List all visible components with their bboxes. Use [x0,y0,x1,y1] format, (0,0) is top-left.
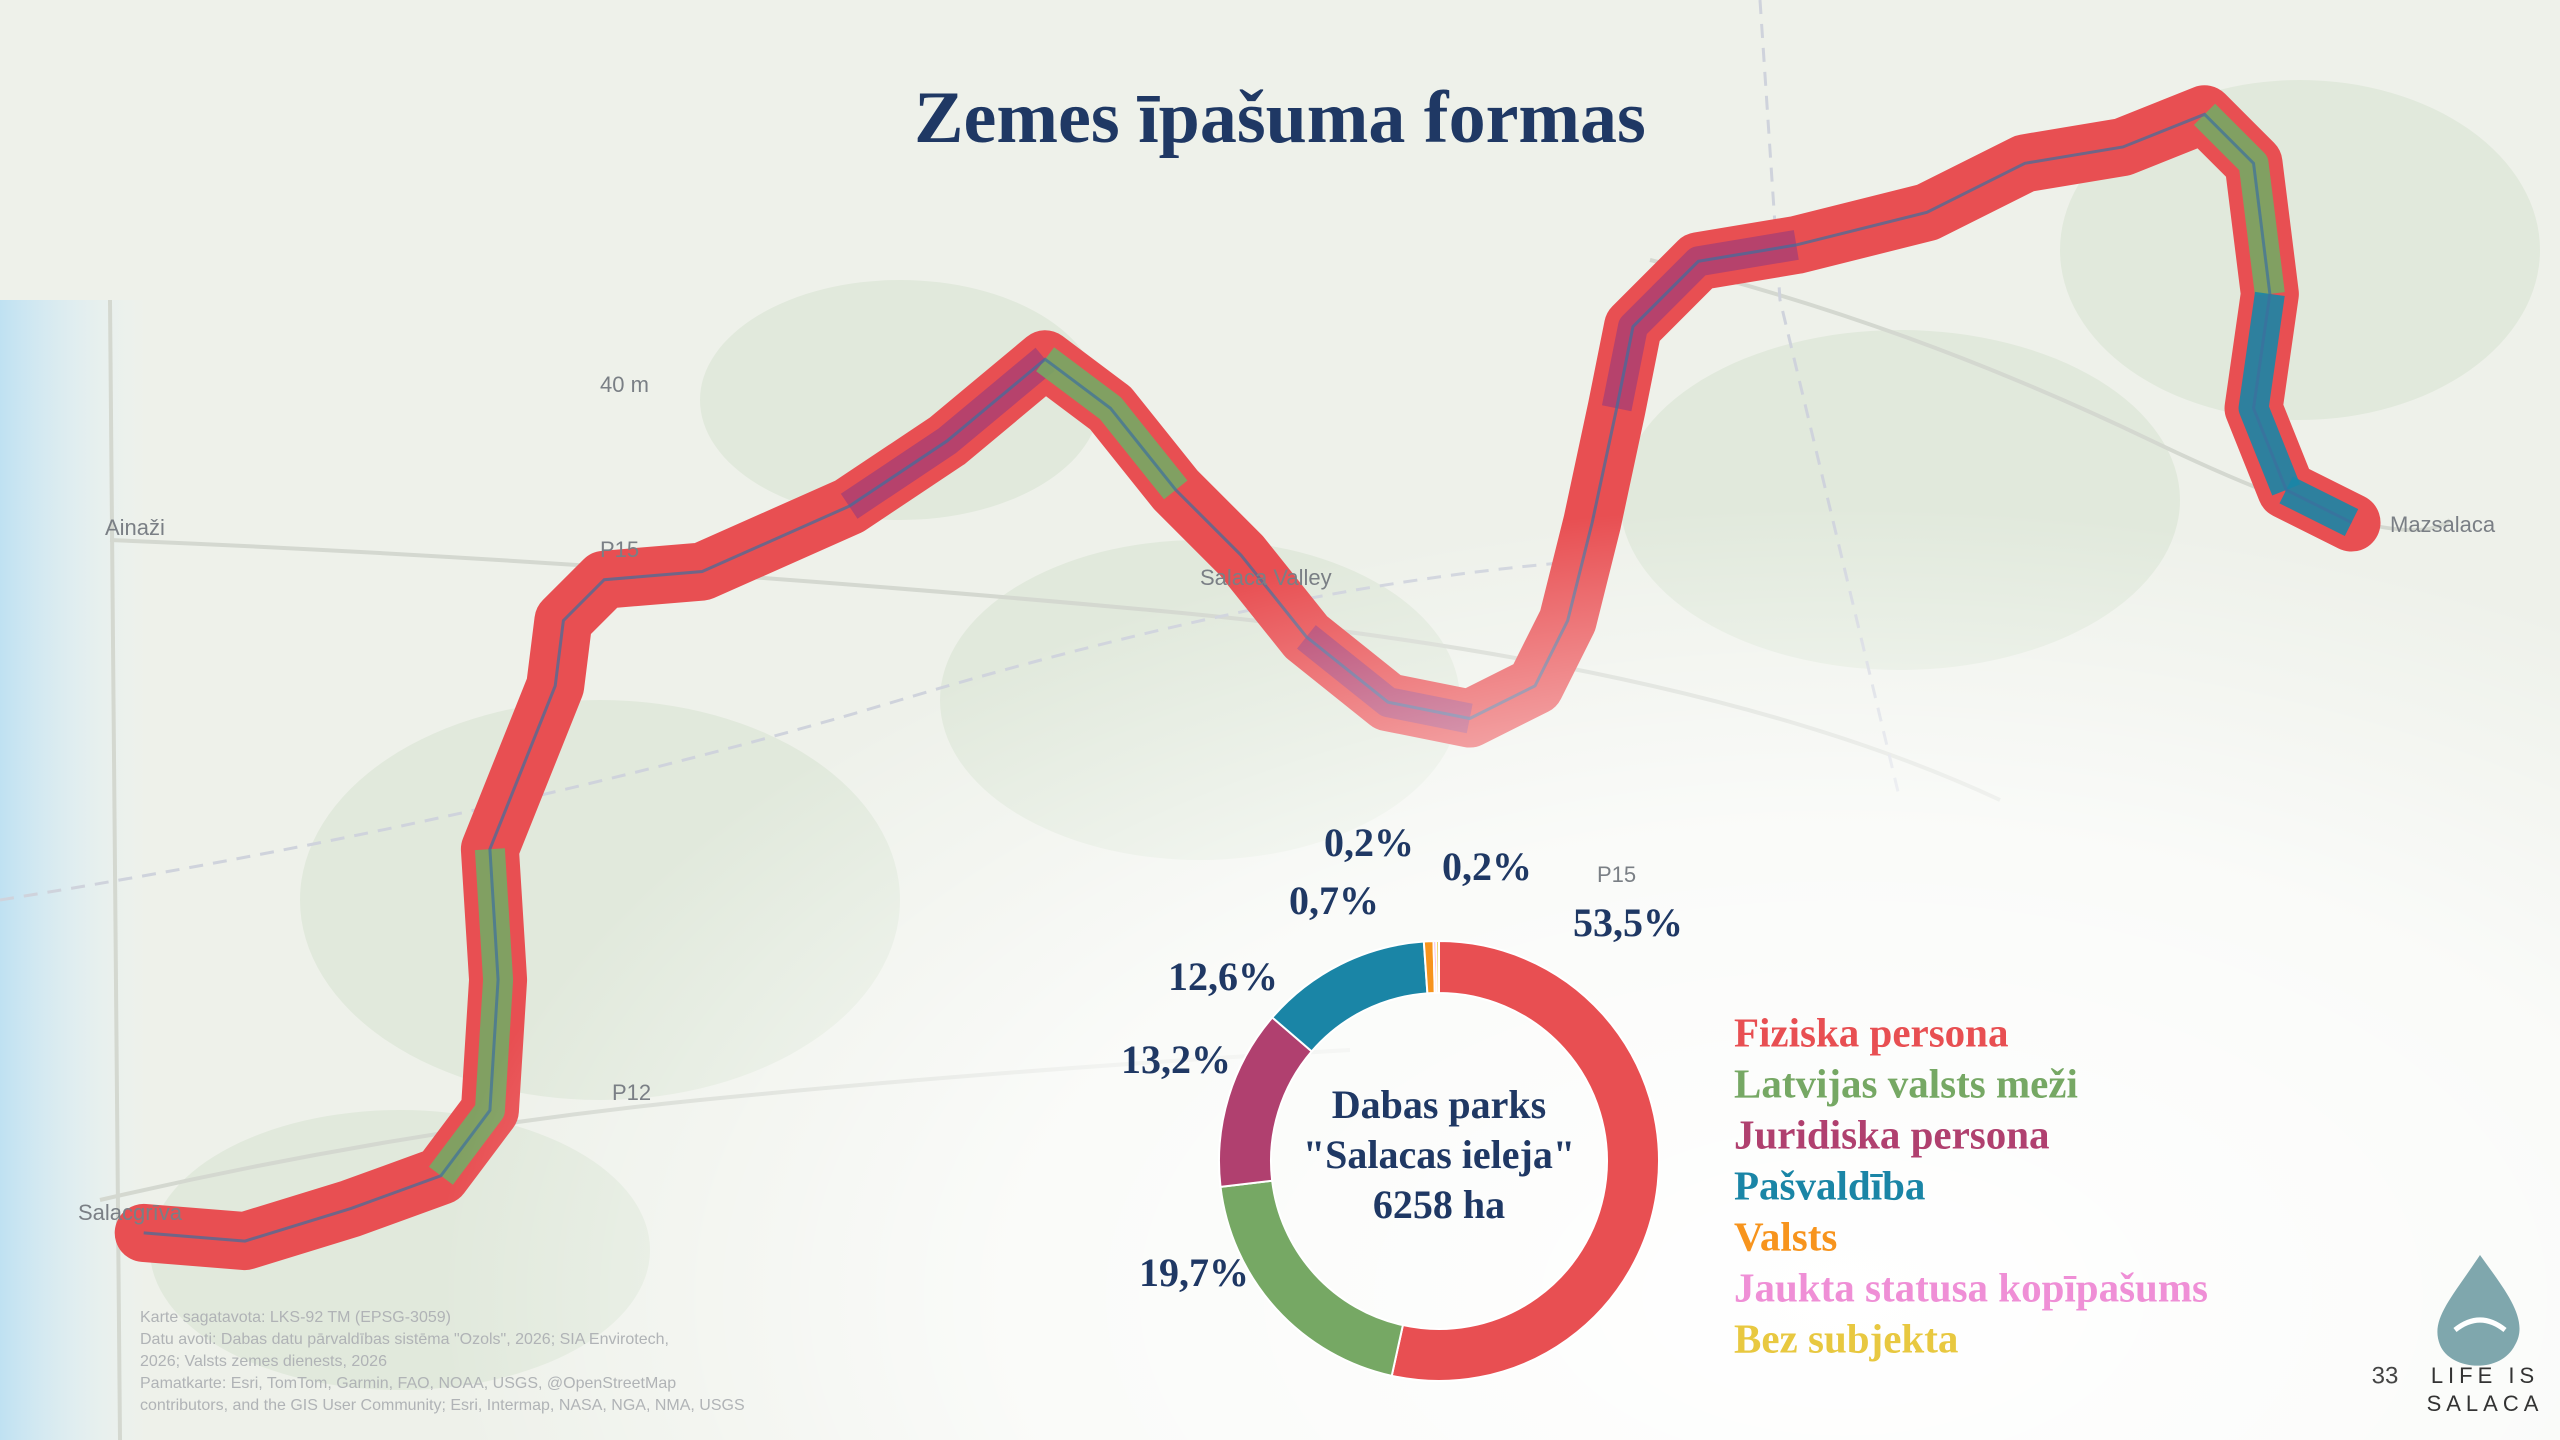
value-label: 0,2% [1324,820,1414,865]
value-label: 0,2% [1442,844,1532,889]
legend-entry: Latvijas valsts meži [1734,1060,2078,1106]
map-label: P15 [1597,862,1636,887]
value-label: 19,7% [1139,1250,1249,1295]
map-label: 40 m [600,372,649,397]
map-label: Mazsalaca [2390,512,2496,537]
value-label: 53,5% [1573,900,1683,945]
legend-entry: Juridiska persona [1734,1111,2050,1157]
legend-entry: Fiziska persona [1734,1009,2009,1055]
credit-line: Karte sagatavota: LKS-92 TM (EPSG-3059) [140,1309,451,1326]
center-label: Dabas parks [1332,1082,1547,1127]
map-label: Salaca Valley [1200,565,1332,590]
center-label: 6258 ha [1373,1182,1505,1227]
map-label: P12 [612,1080,651,1105]
center-label: "Salacas ieleja" [1303,1132,1575,1177]
legend-entry: Valsts [1734,1213,1837,1259]
donut-slice [1390,939,1661,1382]
credit-line: Datu avoti: Dabas datu pārvaldības sistē… [140,1331,669,1348]
logo-text: SALACA [2427,1391,2544,1416]
credit-line: 2026; Valsts zemes dienests, 2026 [140,1353,387,1370]
credit-line: contributors, and the GIS User Community… [140,1397,745,1414]
value-label: 0,7% [1289,878,1379,923]
map-label: Ainaži [105,515,165,540]
map-label: Salacgrīva [78,1200,183,1225]
map-label: P15 [600,537,639,562]
page-number: 33 [2372,1362,2399,1389]
logo-drop [2437,1255,2520,1366]
logo-text: LIFE IS [2431,1363,2539,1388]
legend-entry: Pašvaldība [1734,1162,1925,1208]
title: Zemes īpašuma formas [914,77,1646,159]
value-label: 12,6% [1168,954,1278,999]
legend-entry: Bez subjekta [1734,1315,1958,1361]
donut-slice [1435,939,1440,995]
logo-wave [2453,1317,2507,1333]
value-label: 13,2% [1121,1037,1231,1082]
credit-line: Pamatkarte: Esri, TomTom, Garmin, FAO, N… [140,1375,676,1392]
legend-entry: Jaukta statusa kopīpašums [1734,1264,2208,1310]
